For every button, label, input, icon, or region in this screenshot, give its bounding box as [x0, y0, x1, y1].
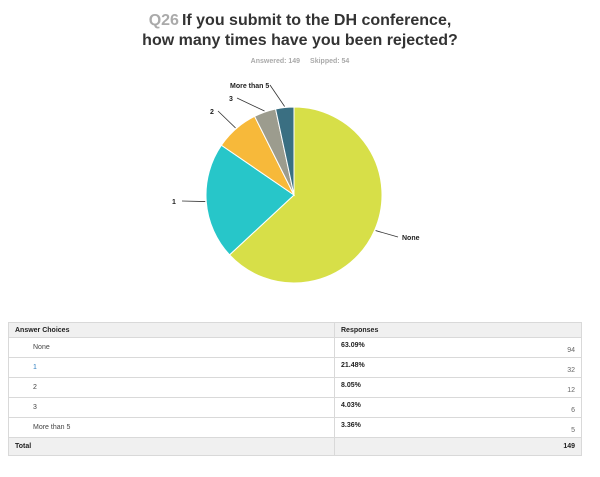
responses-table: Answer Choices Responses None 63.09% 94 1…	[8, 322, 582, 456]
row-count: 94	[567, 347, 575, 354]
pie-label: None	[402, 235, 420, 242]
table-row: 3 4.03% 6	[8, 397, 582, 418]
question-title: Q26 If you submit to the DH conference, h…	[0, 11, 600, 51]
leader-line	[181, 200, 206, 202]
pie-label: 1	[172, 199, 176, 206]
pie-slice-none	[228, 106, 383, 284]
pie-slice-1	[205, 144, 295, 256]
leader-line	[269, 84, 285, 107]
table-header-row: Answer Choices Responses	[8, 322, 582, 338]
pie-label: 2	[210, 109, 214, 116]
row-count: 6	[571, 407, 575, 414]
row-percent: 4.03%	[341, 402, 361, 409]
table-row: None 63.09% 94	[8, 337, 582, 358]
table-row: 2 8.05% 12	[8, 377, 582, 398]
pie-slice-more-than-5	[274, 106, 295, 196]
table-total-row: Total 149	[8, 437, 582, 456]
leader-line	[236, 97, 265, 112]
row-label-1[interactable]: 1	[33, 364, 37, 371]
pie-chart: None 1 2 3 More than 5	[172, 83, 420, 284]
row-percent: 8.05%	[341, 382, 361, 389]
table-row: 1 21.48% 32	[8, 357, 582, 378]
header-answer-choices: Answer Choices	[8, 322, 335, 338]
answered-count: Answered: 149	[250, 58, 301, 65]
header-responses: Responses	[334, 322, 582, 338]
table-row: More than 5 3.36% 5	[8, 417, 582, 438]
row-label-2: 2	[33, 384, 37, 391]
title-text-1: If you submit to the DH conference,	[181, 12, 452, 29]
pie-label: More than 5	[230, 83, 269, 90]
leader-line	[217, 110, 236, 129]
total-label: Total	[8, 437, 335, 456]
row-label-more-than-5: More than 5	[33, 424, 71, 431]
row-percent: 3.36%	[341, 422, 361, 429]
row-count: 5	[571, 427, 575, 434]
title-line-1: Q26 If you submit to the DH conference,	[0, 11, 600, 31]
title-text-2: how many times have you been rejected?	[142, 32, 458, 49]
pie-labels: None 1 2 3 More than 5	[172, 83, 420, 242]
row-percent: 63.09%	[341, 342, 365, 349]
row-label-3: 3	[33, 404, 37, 411]
question-number: Q26	[148, 12, 179, 29]
row-label-none: None	[33, 344, 50, 351]
total-count: 149	[334, 437, 582, 456]
skipped-count: Skipped: 54	[310, 58, 350, 65]
row-percent: 21.48%	[341, 362, 365, 369]
row-count: 32	[567, 367, 575, 374]
leader-line	[375, 230, 399, 238]
row-count: 12	[567, 387, 575, 394]
pie-slices	[205, 106, 383, 284]
pie-label: 3	[229, 96, 233, 103]
response-stats: Answered: 149 Skipped: 54	[0, 58, 600, 65]
